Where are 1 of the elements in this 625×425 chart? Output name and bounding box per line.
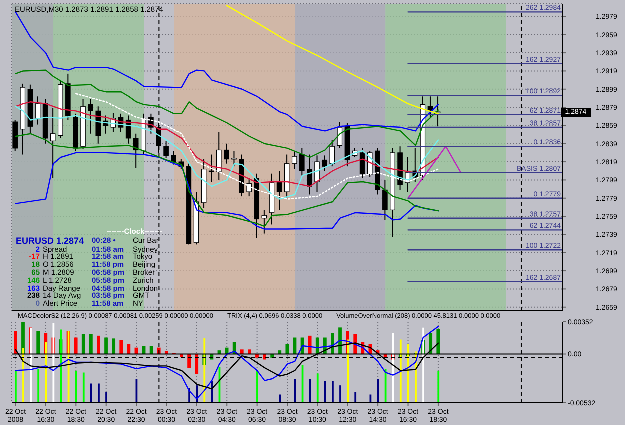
text: EURUSD 1.2874: [16, 236, 86, 246]
